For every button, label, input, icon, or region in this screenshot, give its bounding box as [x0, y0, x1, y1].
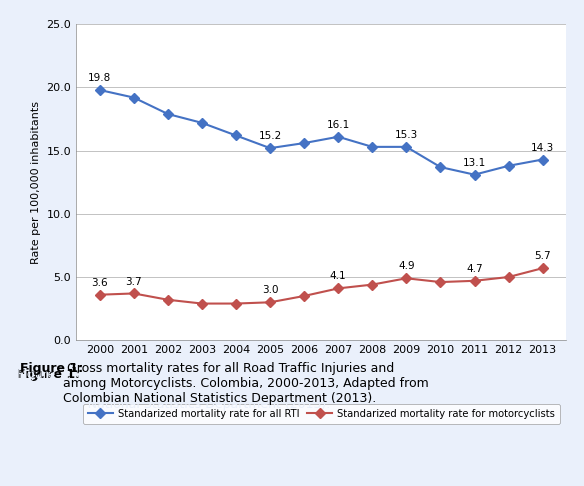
Standarized mortality rate for all RTI [130, 95, 137, 101]
Text: 3.7: 3.7 [126, 277, 142, 287]
Standarized mortality rate for motorcyclists [130, 291, 137, 296]
Standarized mortality rate for motorcyclists [199, 301, 206, 307]
Standarized mortality rate for motorcyclists [471, 278, 478, 284]
Text: 19.8: 19.8 [88, 73, 112, 83]
Standarized mortality rate for all RTI [369, 144, 376, 150]
Standarized mortality rate for motorcyclists [437, 279, 444, 285]
Text: 13.1: 13.1 [463, 158, 486, 168]
Standarized mortality rate for motorcyclists [403, 276, 410, 281]
Text: Figure 1: Gross mortality rates for all Road Traffic Injuries and
among Motorcyc: Figure 1: Gross mortality rates for all … [18, 368, 403, 411]
Text: 4.7: 4.7 [466, 264, 483, 274]
Line: Standarized mortality rate for all RTI: Standarized mortality rate for all RTI [96, 87, 546, 178]
Standarized mortality rate for motorcyclists [369, 282, 376, 288]
Standarized mortality rate for all RTI [199, 120, 206, 126]
Standarized mortality rate for motorcyclists [96, 292, 103, 297]
Standarized mortality rate for all RTI [539, 156, 546, 162]
Standarized mortality rate for all RTI [301, 140, 308, 146]
Text: Gross mortality rates for all Road Traffic Injuries and
among Motorcyclists. Col: Gross mortality rates for all Road Traff… [63, 362, 429, 405]
Standarized mortality rate for all RTI [267, 145, 274, 151]
Standarized mortality rate for all RTI [403, 144, 410, 150]
Text: Figure 1:: Figure 1: [20, 362, 84, 375]
Text: 3.0: 3.0 [262, 285, 279, 295]
Standarized mortality rate for all RTI [96, 87, 103, 93]
Text: 15.2: 15.2 [259, 131, 281, 141]
Standarized mortality rate for all RTI [232, 133, 239, 139]
Standarized mortality rate for all RTI [437, 164, 444, 170]
Legend: Standarized mortality rate for all RTI, Standarized mortality rate for motorcycl: Standarized mortality rate for all RTI, … [82, 404, 560, 424]
Standarized mortality rate for motorcyclists [539, 265, 546, 271]
Standarized mortality rate for motorcyclists [301, 293, 308, 299]
Standarized mortality rate for motorcyclists [335, 285, 342, 291]
Text: 16.1: 16.1 [326, 120, 350, 130]
Standarized mortality rate for all RTI [335, 134, 342, 139]
Text: Figure 1:: Figure 1: [18, 368, 81, 381]
Standarized mortality rate for motorcyclists [267, 299, 274, 305]
Standarized mortality rate for motorcyclists [232, 301, 239, 307]
Y-axis label: Rate per 100,000 inhabitants: Rate per 100,000 inhabitants [31, 101, 41, 264]
Standarized mortality rate for motorcyclists [505, 274, 512, 280]
Text: 5.7: 5.7 [534, 251, 551, 261]
Standarized mortality rate for all RTI [505, 163, 512, 169]
Text: 3.6: 3.6 [92, 278, 108, 288]
Text: 15.3: 15.3 [395, 130, 418, 140]
Standarized mortality rate for motorcyclists [165, 297, 172, 303]
Text: 4.9: 4.9 [398, 261, 415, 271]
Standarized mortality rate for all RTI [471, 172, 478, 177]
Text: 4.1: 4.1 [330, 272, 346, 281]
Standarized mortality rate for all RTI [165, 111, 172, 117]
Line: Standarized mortality rate for motorcyclists: Standarized mortality rate for motorcycl… [96, 265, 546, 307]
Text: 14.3: 14.3 [531, 142, 554, 153]
